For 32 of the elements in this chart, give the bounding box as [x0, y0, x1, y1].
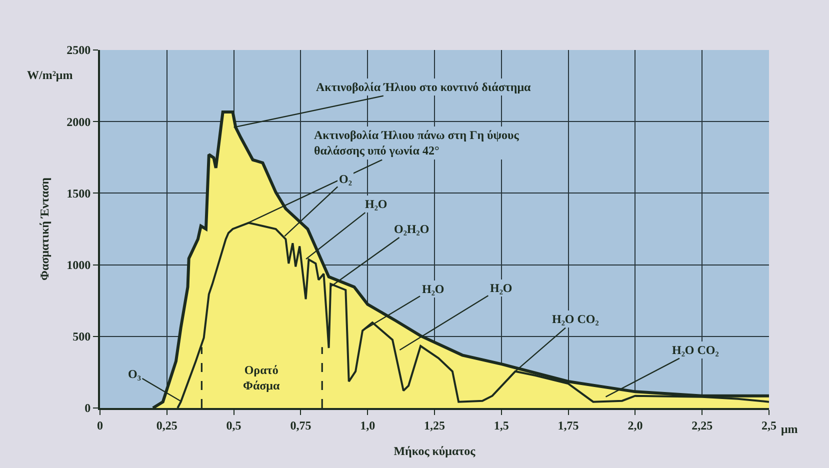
annotation: H₂O	[422, 282, 444, 296]
y-tick-label: 0	[84, 401, 91, 416]
annotation: Ορατό Φάσμα	[243, 363, 280, 393]
x-tick-label: 1,75	[558, 418, 579, 432]
y-axis-title: Φασματική Ένταση	[37, 177, 52, 280]
annotation: O₃	[128, 367, 142, 381]
annotation: H₂O	[365, 197, 388, 211]
x-tick-label: 0,5	[226, 418, 242, 432]
annotation: Ακτινοβολία Ήλιου πάνω στη Γη ύψους θαλάσσης υπό γωνία 42°	[314, 128, 520, 158]
x-tick-label: 0	[97, 418, 103, 432]
x-tick-label: 1,0	[360, 418, 376, 432]
annotation: Ακτινοβολία Ήλιου στο κοντινό διάστημα	[316, 80, 531, 94]
x-tick-label: 0,25	[156, 418, 178, 432]
x-tick-label: 1,5	[494, 418, 509, 432]
y-tick-label: 2500	[66, 43, 91, 58]
annotation: H₂O	[490, 281, 512, 295]
x-tick-label: 2,0	[628, 418, 643, 432]
y-tick-label: 500	[72, 330, 91, 344]
annotation: O₂	[339, 172, 352, 186]
x-tick-label: 2,25	[692, 418, 713, 432]
text: μm	[781, 422, 798, 436]
annotation: O₂H₂O	[394, 222, 430, 236]
annotation: H₂O CO₂	[552, 312, 600, 326]
x-tick-label: 0,75	[290, 418, 312, 432]
y-tick-label: 2000	[66, 114, 91, 129]
annotation: H₂O CO₂	[672, 343, 720, 357]
x-tick-label: 1,25	[424, 418, 445, 432]
y-tick-label: 1500	[66, 186, 91, 200]
text: W/m²μm	[27, 68, 73, 82]
x-axis-title: Μήκος κύματος	[394, 444, 476, 458]
y-tick-label: 1000	[66, 258, 91, 272]
x-tick-label: 2,5	[762, 418, 776, 432]
